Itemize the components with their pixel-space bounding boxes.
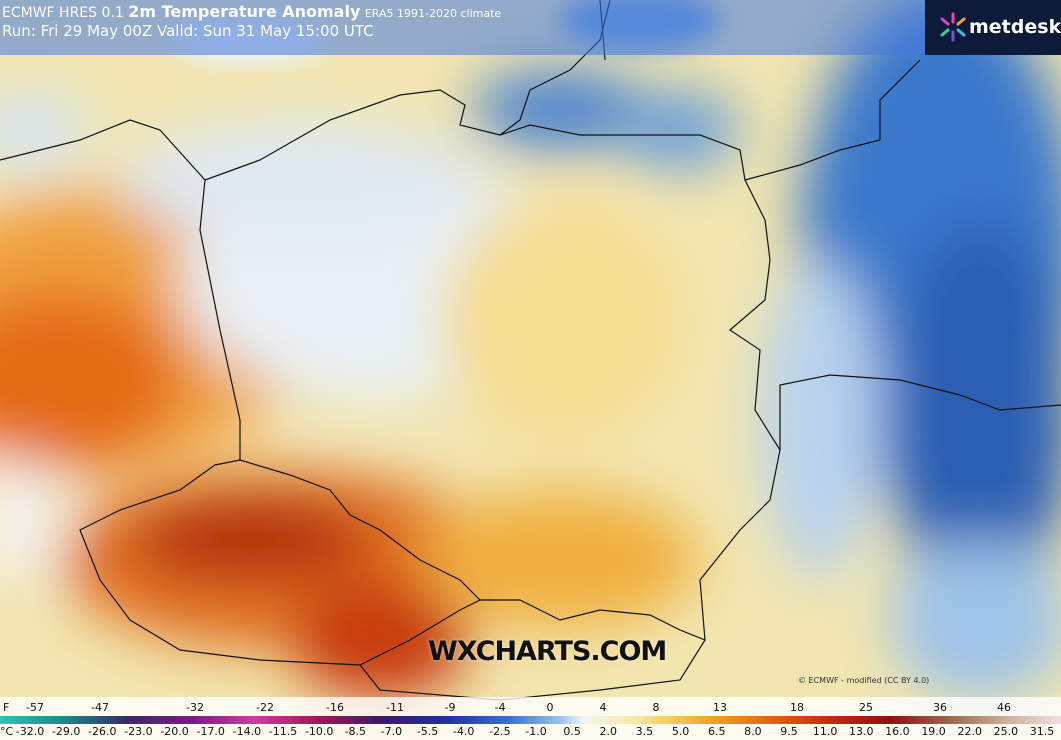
f-label: 4 bbox=[599, 701, 607, 714]
c-label: -11.5 bbox=[268, 725, 298, 738]
c-label: -7.0 bbox=[380, 725, 403, 738]
f-label: 46 bbox=[997, 701, 1011, 714]
c-label: 8.0 bbox=[744, 725, 762, 738]
c-unit: °C bbox=[0, 725, 14, 738]
c-label: -20.0 bbox=[160, 725, 189, 738]
watermark: WXCHARTS.COM bbox=[428, 636, 667, 667]
c-label: 9.5 bbox=[780, 725, 798, 738]
c-label: 22.0 bbox=[957, 725, 982, 738]
c-label: -10.0 bbox=[304, 725, 334, 738]
c-label: 31.5 bbox=[1029, 725, 1055, 738]
c-label: 16.0 bbox=[885, 725, 910, 738]
c-label: -26.0 bbox=[88, 725, 117, 738]
credit: © ECMWF - modified (CC BY 4.0) bbox=[798, 676, 930, 685]
c-label: 6.5 bbox=[707, 725, 726, 738]
f-label: -32 bbox=[186, 701, 204, 714]
c-label: 5.0 bbox=[671, 725, 690, 738]
c-label: -14.0 bbox=[232, 725, 262, 738]
c-label: -8.5 bbox=[344, 725, 367, 738]
model: ECMWF HRES 0.1 bbox=[2, 5, 124, 21]
f-label: -4 bbox=[494, 701, 506, 714]
run-info: Run: Fri 29 May 00Z Valid: Sun 31 May 15… bbox=[2, 22, 374, 40]
f-label: -9 bbox=[444, 701, 456, 714]
c-label: -4.0 bbox=[452, 725, 475, 738]
f-label: 25 bbox=[859, 701, 873, 714]
f-label: -11 bbox=[386, 701, 404, 714]
c-label: -17.0 bbox=[196, 725, 225, 738]
f-label: 8 bbox=[652, 701, 660, 714]
climate: ERA5 1991-2020 climate bbox=[364, 7, 502, 20]
c-label: -2.5 bbox=[489, 725, 511, 738]
logo: metdesk bbox=[925, 0, 1061, 55]
c-label: 3.5 bbox=[635, 725, 654, 738]
f-label: -57 bbox=[26, 701, 44, 714]
header-line: ECMWF HRES 0.1 2m Temperature Anomaly ER… bbox=[2, 2, 501, 21]
color-scale: F -57 -47 -32 -22 -16 -11 -9 -4 0 4 8 13 18 25 36 46 °C -3… bbox=[0, 697, 1061, 740]
c-label: 11.0 bbox=[812, 725, 838, 738]
f-label: -16 bbox=[326, 701, 344, 714]
title: 2m Temperature Anomaly bbox=[128, 2, 361, 21]
c-label: -1.0 bbox=[525, 725, 547, 738]
logo-text: metdesk bbox=[969, 16, 1061, 38]
c-label: 25.0 bbox=[993, 725, 1019, 738]
f-label: 18 bbox=[790, 701, 804, 714]
header: ECMWF HRES 0.1 2m Temperature Anomaly ER… bbox=[0, 0, 925, 55]
color-bar bbox=[0, 716, 1061, 724]
c-label: 19.0 bbox=[921, 725, 946, 738]
f-unit: F bbox=[3, 701, 10, 714]
c-label: 13.0 bbox=[849, 725, 874, 738]
c-label: 2.0 bbox=[599, 725, 618, 738]
c-label: -32.0 bbox=[15, 725, 45, 738]
f-label: 0 bbox=[546, 701, 554, 714]
f-label: -22 bbox=[256, 701, 274, 714]
c-label: -23.0 bbox=[124, 725, 153, 738]
logo-icon bbox=[940, 12, 966, 42]
f-label: -47 bbox=[91, 701, 109, 714]
f-label: 13 bbox=[713, 701, 727, 714]
c-label: -29.0 bbox=[51, 725, 81, 738]
c-label: -5.5 bbox=[416, 725, 439, 738]
f-label: 36 bbox=[933, 701, 947, 714]
c-label: 0.5 bbox=[563, 725, 581, 738]
